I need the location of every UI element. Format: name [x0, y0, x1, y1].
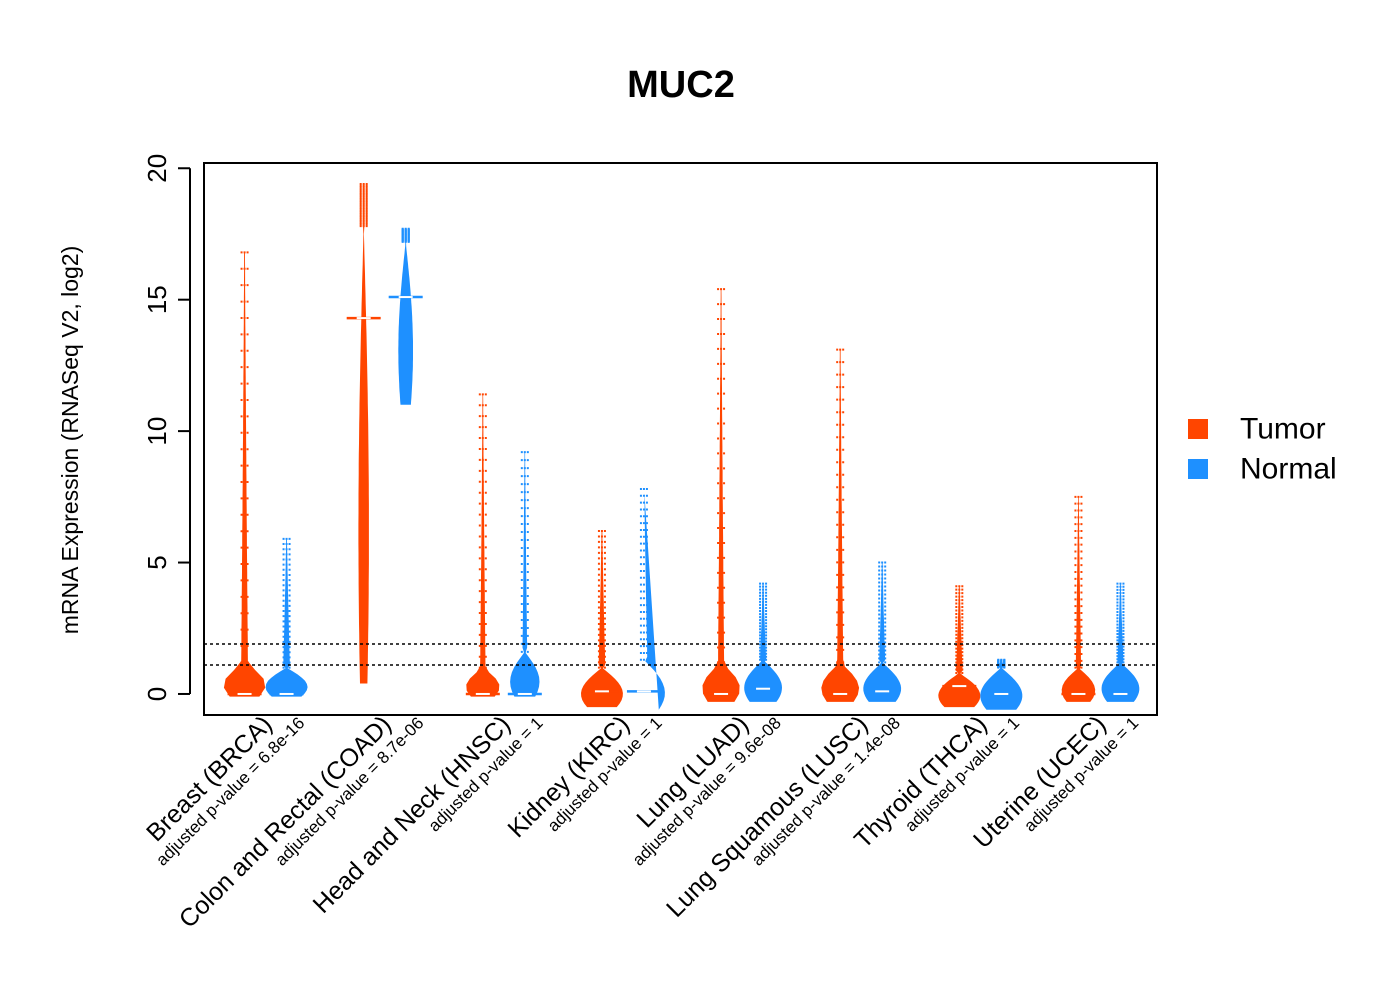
bean-tumor: [1061, 495, 1096, 702]
y-tick-label: 15: [142, 285, 172, 314]
y-tick-label: 5: [142, 555, 172, 569]
bean-shape: [398, 228, 413, 405]
bean-shape: [980, 659, 1023, 710]
legend: Tumor Normal: [1188, 413, 1337, 486]
bean-normal: [388, 227, 423, 405]
bean-shape: [744, 583, 782, 702]
bean-tumor: [465, 393, 500, 697]
bean-shape: [265, 538, 308, 697]
bean-normal: [744, 582, 782, 702]
bean-shape: [466, 394, 500, 697]
y-axis-label: mRNA Expression (RNASeq V2, log2): [57, 246, 83, 635]
bean-normal: [863, 561, 902, 702]
bean-tumor: [702, 288, 740, 702]
x-axis-labels: Breast (BRCA)adjusted p-value = 6.8e-16C…: [141, 710, 1142, 933]
bean-tumor: [581, 530, 623, 708]
bean-normal: [626, 487, 665, 710]
bean-shape: [863, 562, 902, 702]
bean-shape: [644, 493, 665, 710]
y-tick-label: 20: [142, 154, 172, 183]
legend-swatch-normal: [1188, 459, 1208, 479]
bean-shape: [938, 586, 981, 708]
bean-tumor: [938, 585, 981, 708]
bean-shape: [510, 452, 540, 697]
bean-normal: [1101, 582, 1140, 702]
bean-shape: [223, 252, 266, 697]
reference-lines: [204, 643, 1157, 666]
y-tick-label: 10: [142, 417, 172, 446]
bean-normal: [507, 451, 542, 697]
y-axis: 0 5 10 15 20: [142, 154, 191, 701]
legend-label-tumor: Tumor: [1240, 413, 1326, 446]
beans-group: [223, 183, 1140, 710]
bean-tumor: [346, 183, 381, 684]
plot-frame: [203, 162, 1158, 716]
bean-tumor: [223, 251, 266, 697]
chart-title: MUC2: [627, 64, 735, 106]
category-label: Breast (BRCA): [141, 710, 278, 847]
bean-shape: [702, 289, 740, 702]
bean-tumor: [821, 348, 860, 702]
legend-label-normal: Normal: [1240, 453, 1337, 486]
y-tick-label: 0: [142, 687, 172, 701]
bean-shape: [358, 184, 369, 684]
bean-normal: [265, 537, 308, 697]
bean-normal: [980, 658, 1023, 710]
legend-swatch-tumor: [1188, 419, 1208, 439]
